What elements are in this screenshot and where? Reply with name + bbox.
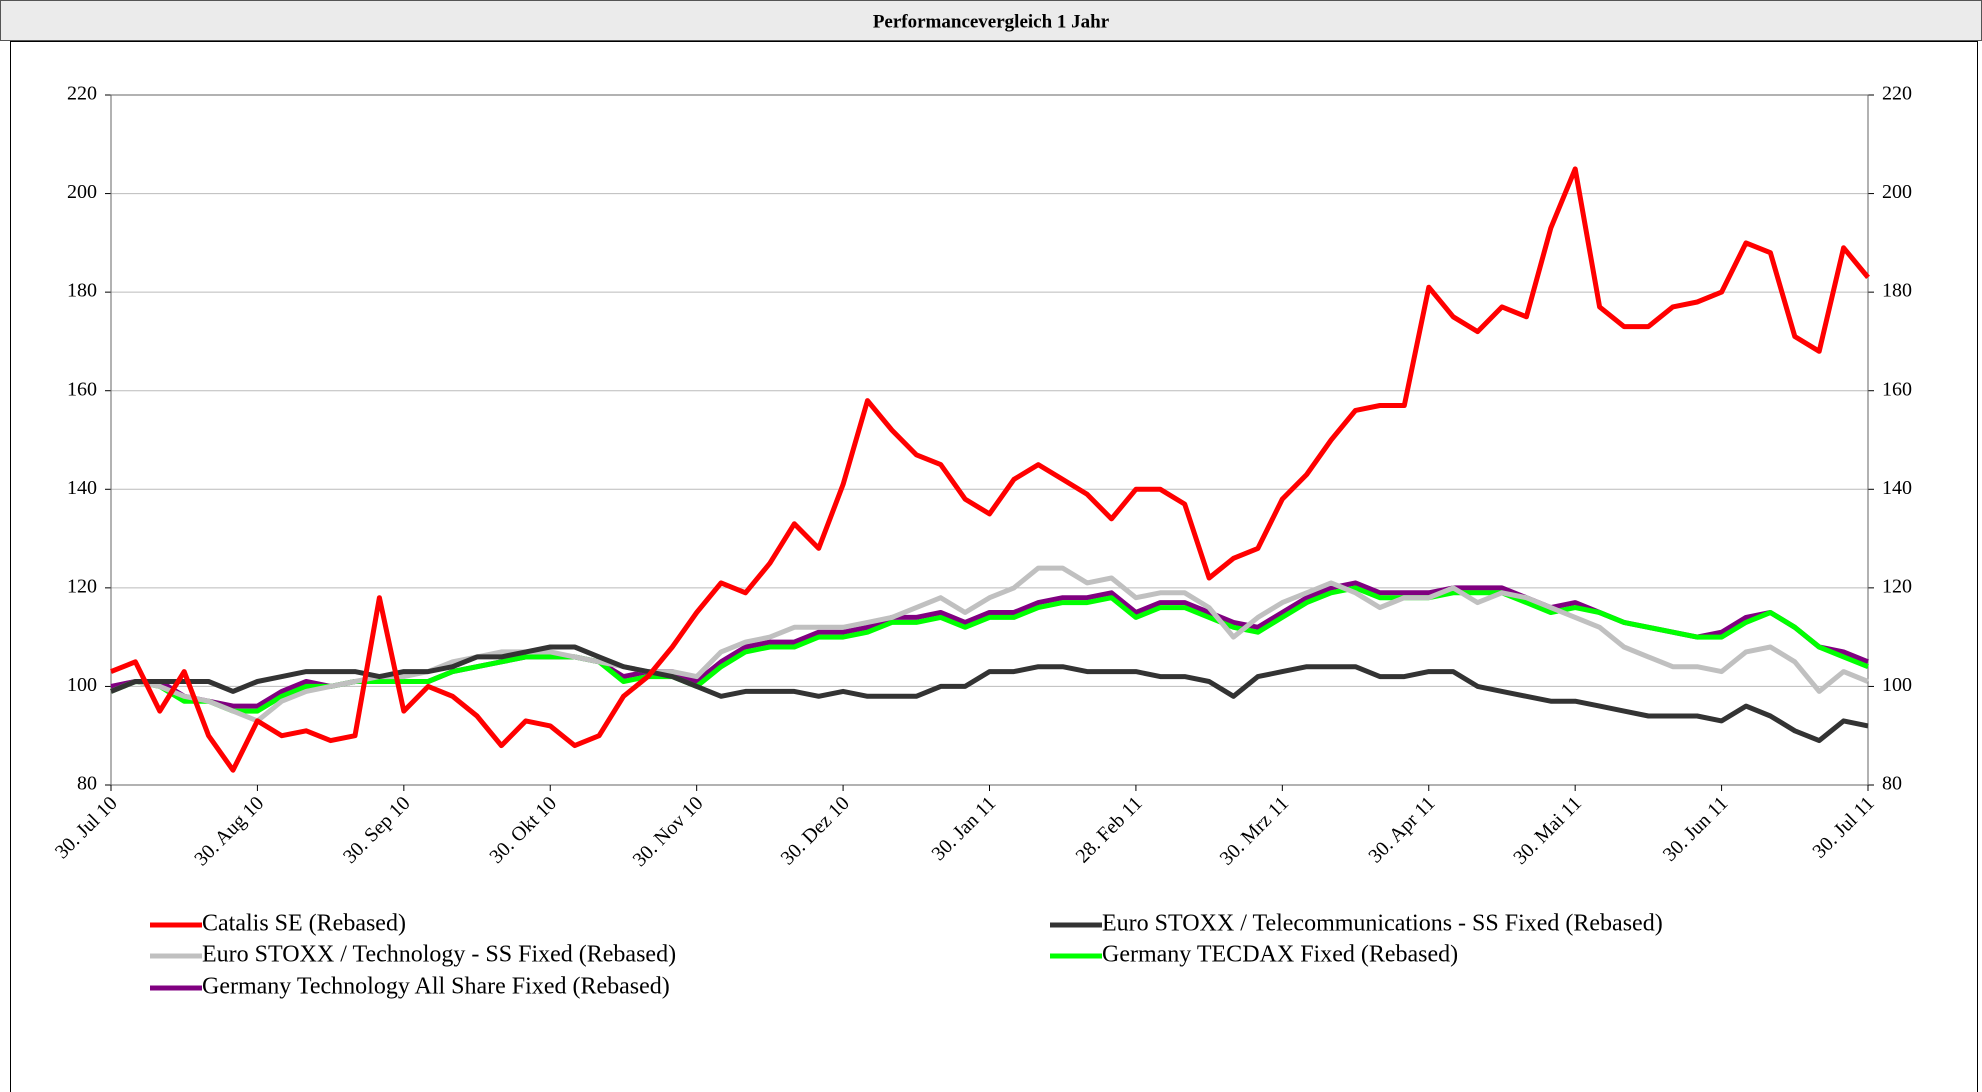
- y-tick-label: 120: [67, 575, 97, 597]
- y2-tick-label: 180: [1882, 280, 1912, 302]
- title-bar: [0, 0, 1982, 41]
- y2-tick-label: 100: [1882, 674, 1912, 696]
- y2-tick-label: 160: [1882, 378, 1912, 400]
- y-tick-label: 80: [77, 773, 97, 795]
- series-line: [110, 644, 1869, 744]
- legend-label: Catalis SE (Rebased): [202, 911, 406, 937]
- y2-tick-label: 80: [1882, 773, 1902, 795]
- y-tick-label: 220: [67, 83, 97, 105]
- legend-label: Euro STOXX / Telecommunications - SS Fix…: [1102, 911, 1663, 937]
- y2-tick-label: 200: [1882, 181, 1912, 203]
- y-tick-label: 200: [67, 181, 97, 203]
- y-tick-label: 180: [67, 280, 97, 302]
- series-line: [110, 585, 1869, 714]
- series-line: [110, 565, 1869, 724]
- legend-label: Germany Technology All Share Fixed (Reba…: [202, 974, 670, 1000]
- y-tick-label: 100: [67, 674, 97, 696]
- y2-tick-label: 140: [1882, 477, 1912, 499]
- chart-frame: [10, 41, 1978, 1092]
- y2-tick-label: 220: [1882, 83, 1912, 105]
- series-line: [110, 166, 1870, 773]
- legend-label: Germany TECDAX Fixed (Rebased): [1102, 942, 1458, 968]
- chart-title: Performancevergleich 1 Jahr: [873, 11, 1110, 32]
- y-tick-label: 160: [67, 378, 97, 400]
- y2-tick-label: 120: [1882, 575, 1912, 597]
- y-tick-label: 140: [67, 477, 97, 499]
- legend-label: Euro STOXX / Technology - SS Fixed (Reba…: [202, 942, 676, 968]
